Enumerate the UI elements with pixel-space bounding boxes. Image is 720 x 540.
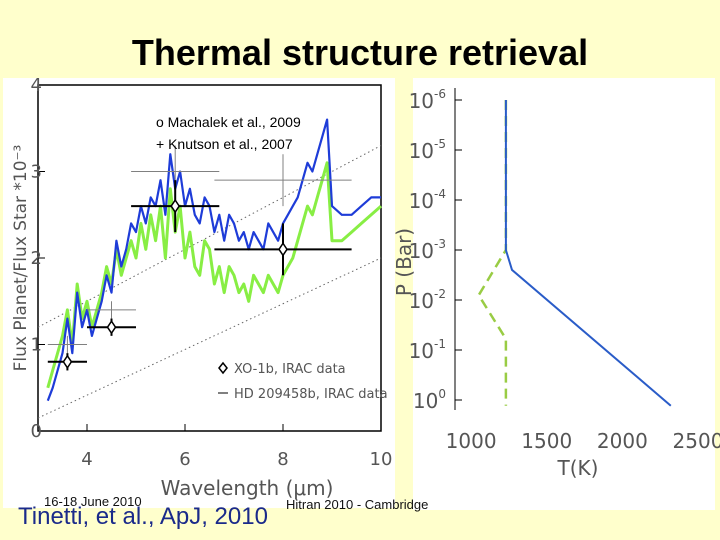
spectrum-panel: 4 6 8 10 0 1 2 3 4 o Machalek et al., 2009 + Knu… — [3, 75, 395, 508]
legend-xo1b-label: XO-1b, IRAC data — [234, 362, 346, 377]
p-tick-exponent-2: -4 — [434, 187, 446, 201]
annotation-knutson: + Knutson et al., 2007 — [156, 136, 293, 152]
profile-lines — [477, 100, 672, 407]
footer-conference: Hitran 2010 - Cambridge — [286, 497, 429, 512]
diamond-point-marker-1 — [106, 319, 117, 335]
spectrum-legend: XO-1b, IRAC data HD 209458b, IRAC data — [218, 361, 388, 402]
p-tick-exponent-6: 0 — [438, 387, 446, 401]
p-tick-exponent-0: -6 — [434, 87, 446, 101]
t-tick-label-3: 2500 — [673, 429, 720, 453]
annotation-machalek: o Machalek et al., 2009 — [156, 114, 301, 130]
x-tick-label-3: 10 — [370, 449, 393, 470]
p-tick-exponent-1: -5 — [434, 137, 446, 151]
blue-solid-profile — [504, 100, 672, 407]
legend-hd209458b-label: HD 209458b, IRAC data — [234, 387, 388, 402]
profile-x-axis-label: T(K) — [557, 456, 599, 480]
profile-y-axis-label: P (Bar) — [392, 228, 416, 296]
t-tick-label-0: 1000 — [446, 429, 497, 453]
spectrum-axis-ticks: 4 6 8 10 0 1 2 3 4 — [31, 75, 393, 470]
legend-diamond-marker — [218, 361, 228, 375]
diamond-point-marker-2 — [170, 198, 181, 214]
y-tick-label-2: 2 — [31, 248, 42, 269]
t-tick-label-1: 1500 — [521, 429, 572, 453]
spectrum-y-axis-label: Flux Planet/Flux Star *10⁻³ — [11, 145, 31, 372]
grey-cross-data — [47, 145, 352, 354]
diamond-data — [47, 180, 352, 371]
diamond-point-marker-3 — [278, 241, 288, 257]
dotted-line-2 — [37, 257, 382, 419]
footer-date: 16-18 June 2010 — [44, 494, 142, 509]
x-tick-label-0: 4 — [81, 449, 92, 470]
slide-title: Thermal structure retrieval — [131, 32, 589, 73]
spectrum-x-axis-label: Wavelength (μm) — [161, 476, 334, 500]
y-tick-label-4: 4 — [31, 75, 42, 96]
p-tick-exponent-5: -1 — [434, 337, 446, 351]
green-model-spectrum — [46, 161, 382, 389]
x-tick-label-2: 8 — [277, 449, 288, 470]
citation: Tinetti, et al., ApJ, 2010 — [18, 503, 268, 530]
y-tick-label-1: 1 — [31, 335, 42, 356]
green-spectrum-line — [46, 161, 382, 389]
x-tick-label-1: 6 — [179, 449, 190, 470]
diamond-point-marker-0 — [62, 354, 73, 370]
p-tick-exponent-4: -2 — [434, 287, 446, 301]
profile-panel-background — [413, 78, 715, 510]
dotted-reference-lines — [37, 145, 382, 419]
p-tick-label-1: 10-5 — [409, 137, 446, 163]
y-tick-label-3: 3 — [31, 162, 42, 183]
dotted-line-1 — [37, 145, 382, 328]
y-tick-label-0: 0 — [31, 421, 42, 442]
p-tick-exponent-3: -3 — [434, 237, 446, 251]
t-tick-label-2: 2000 — [597, 429, 648, 453]
